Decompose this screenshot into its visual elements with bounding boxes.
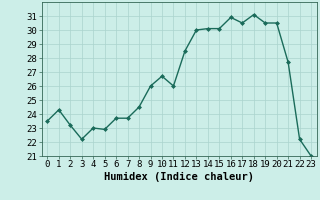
X-axis label: Humidex (Indice chaleur): Humidex (Indice chaleur) bbox=[104, 172, 254, 182]
